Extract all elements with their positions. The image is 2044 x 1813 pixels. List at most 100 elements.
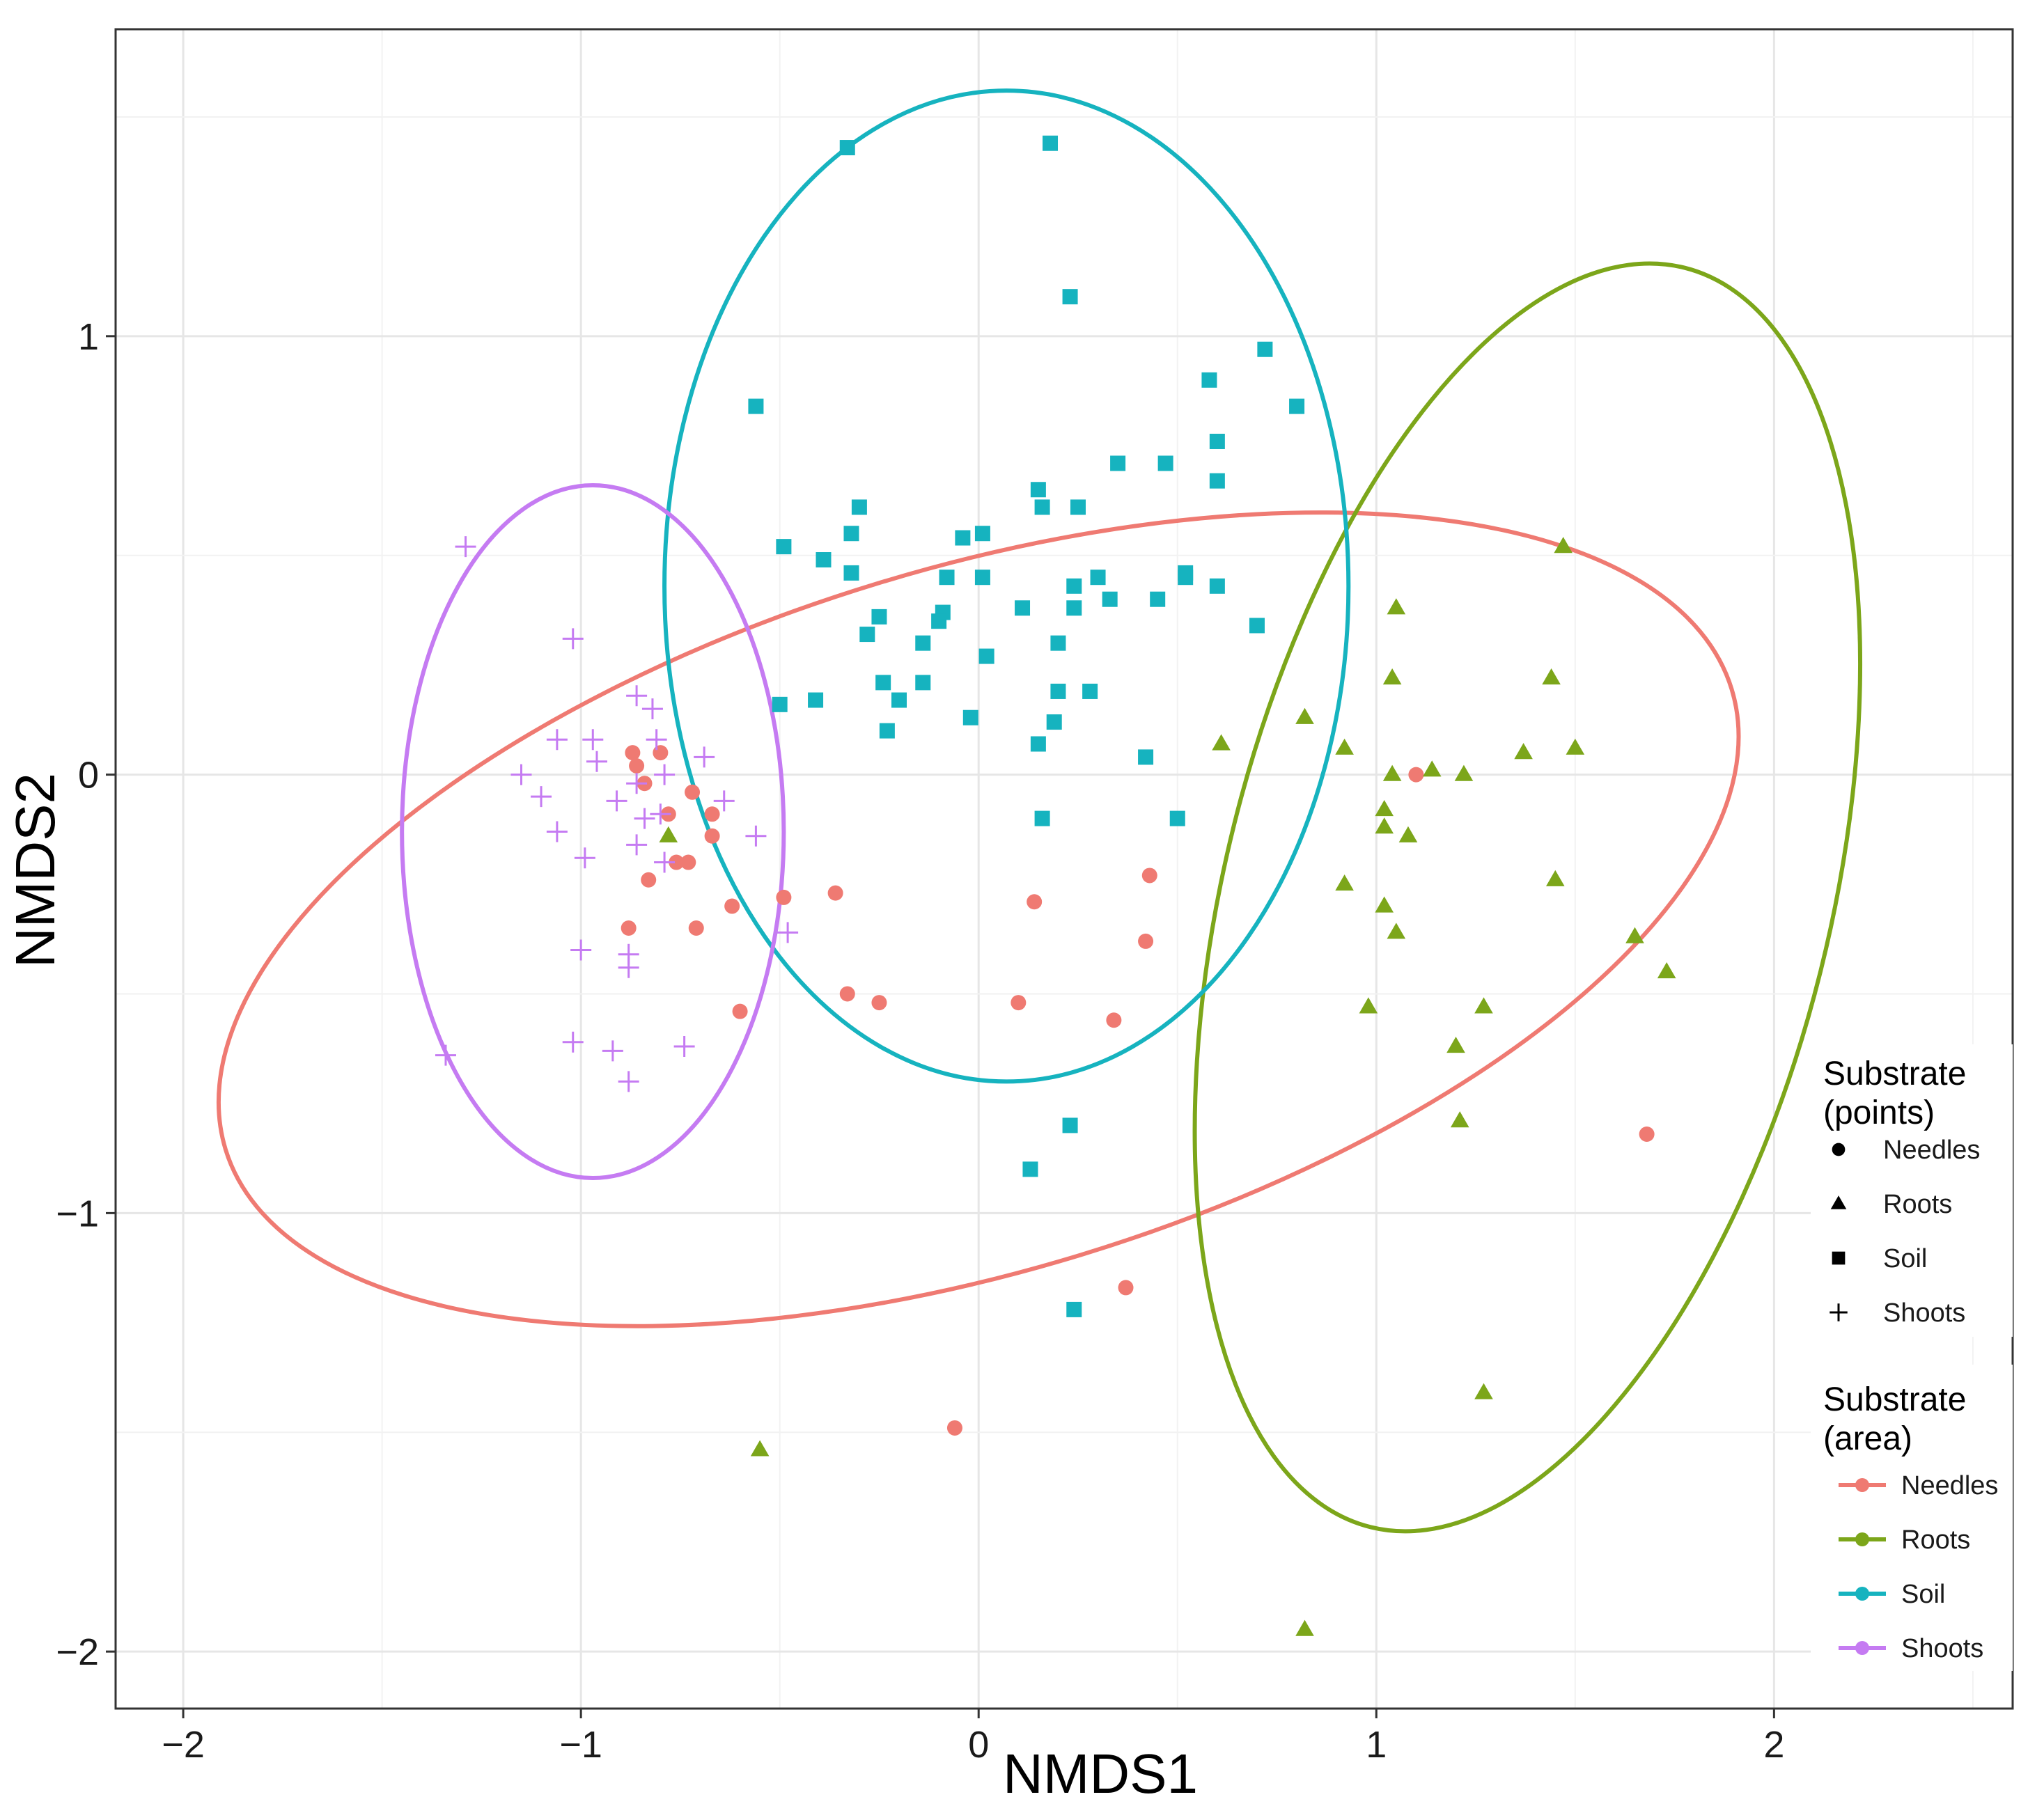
point-roots xyxy=(1446,1037,1465,1053)
point-soil xyxy=(939,570,955,586)
grid-lines xyxy=(116,29,2013,1709)
legend-key-roots xyxy=(1830,1195,1847,1209)
point-shoots xyxy=(646,729,667,751)
point-soil xyxy=(1062,289,1078,305)
point-roots xyxy=(1335,874,1354,891)
point-soil xyxy=(843,526,859,542)
ellipse-needles xyxy=(216,510,1741,1328)
legend-points-title: Substrate xyxy=(1823,1055,1966,1092)
point-soil xyxy=(1066,600,1082,616)
legend-label-needles: Needles xyxy=(1883,1136,1980,1165)
point-soil xyxy=(1110,455,1126,471)
point-shoots xyxy=(562,628,584,650)
point-shoots xyxy=(673,1036,695,1058)
panel-background xyxy=(116,29,2013,1709)
point-needles xyxy=(1118,1280,1134,1296)
y-tick-label: 0 xyxy=(78,755,99,796)
point-soil xyxy=(974,526,990,542)
point-needles xyxy=(1106,1012,1122,1028)
point-roots xyxy=(1375,817,1394,834)
x-tick-label: −2 xyxy=(162,1724,205,1766)
point-needles xyxy=(621,920,637,936)
point-roots xyxy=(750,1440,770,1457)
point-soil xyxy=(879,723,895,739)
point-soil xyxy=(871,609,887,625)
y-axis-title: NMDS2 xyxy=(4,773,66,968)
point-needles xyxy=(685,784,701,800)
y-tick-label: −1 xyxy=(56,1193,99,1234)
point-roots xyxy=(1422,760,1442,777)
point-soil xyxy=(776,539,792,555)
point-soil xyxy=(772,696,788,712)
point-needles xyxy=(871,995,887,1011)
point-soil xyxy=(915,635,931,651)
point-soil xyxy=(1157,455,1173,471)
legend-area-label-shoots: Shoots xyxy=(1901,1634,1983,1663)
point-shoots xyxy=(654,764,676,785)
point-roots xyxy=(1454,764,1474,781)
ellipse-shoots xyxy=(400,482,786,1180)
legend-key-shoots xyxy=(1830,1303,1848,1321)
point-shoots xyxy=(574,847,595,869)
x-axis: −2 −1 0 1 2 xyxy=(162,1709,1784,1766)
point-shoots xyxy=(650,803,671,825)
point-needles xyxy=(653,745,669,761)
point-soil xyxy=(1030,736,1046,752)
point-roots xyxy=(1545,870,1565,886)
point-soil xyxy=(1066,578,1082,594)
point-shoots xyxy=(626,685,648,707)
point-soil xyxy=(1201,372,1217,388)
legend-area-label-soil: Soil xyxy=(1901,1580,1945,1609)
point-soil xyxy=(843,565,859,581)
legend-area-title: (area) xyxy=(1823,1420,1912,1457)
point-soil xyxy=(931,613,947,629)
legend-area-dot-needles xyxy=(1855,1478,1869,1492)
point-roots xyxy=(1387,598,1406,615)
point-roots xyxy=(1375,799,1394,817)
legend-key-soil xyxy=(1832,1251,1846,1265)
legend-area-dot-soil xyxy=(1855,1587,1869,1601)
legend-points-background xyxy=(1811,1044,2013,1337)
point-needles xyxy=(680,854,696,870)
point-soil xyxy=(1138,749,1154,765)
point-needles xyxy=(629,758,645,774)
x-tick-label: 2 xyxy=(1763,1724,1784,1766)
legend-key-needles xyxy=(1832,1143,1846,1156)
point-soil xyxy=(1022,1161,1038,1177)
legend-points: Substrate(points) Needles Roots Soil Shoots xyxy=(1811,1044,2013,1337)
point-roots xyxy=(1474,1383,1493,1399)
point-needles xyxy=(1639,1127,1655,1143)
legend-area: Substrate(area) Needles Roots Soil Shoots xyxy=(1811,1365,2013,1671)
point-soil xyxy=(1046,714,1062,730)
point-roots xyxy=(1359,997,1378,1014)
legend-area-label-needles: Needles xyxy=(1901,1471,1998,1500)
point-soil xyxy=(891,692,907,708)
point-roots xyxy=(1335,738,1354,755)
point-roots xyxy=(1514,743,1533,760)
point-needles xyxy=(641,872,657,888)
x-axis-title: NMDS1 xyxy=(1003,1743,1198,1805)
point-shoots xyxy=(455,536,476,558)
point-soil xyxy=(1090,570,1106,586)
point-roots xyxy=(1542,668,1561,685)
point-soil xyxy=(1082,683,1098,699)
point-soil xyxy=(875,675,891,691)
point-roots xyxy=(1657,962,1676,979)
point-roots xyxy=(1382,668,1402,685)
point-soil xyxy=(1015,600,1031,616)
point-needles xyxy=(688,920,704,936)
point-roots xyxy=(1387,923,1406,939)
point-soil xyxy=(1050,683,1066,699)
legend-area-dot-roots xyxy=(1855,1532,1869,1546)
plot-panel xyxy=(114,28,2014,1710)
point-roots xyxy=(1474,997,1493,1014)
point-shoots xyxy=(694,746,715,768)
point-shoots xyxy=(713,790,735,812)
point-roots xyxy=(1295,1619,1314,1636)
ellipse-roots xyxy=(1192,261,1862,1534)
point-shoots xyxy=(510,764,532,785)
point-shoots xyxy=(582,729,604,751)
point-soil xyxy=(748,398,764,414)
point-soil xyxy=(1034,810,1050,826)
point-soil xyxy=(851,499,867,515)
